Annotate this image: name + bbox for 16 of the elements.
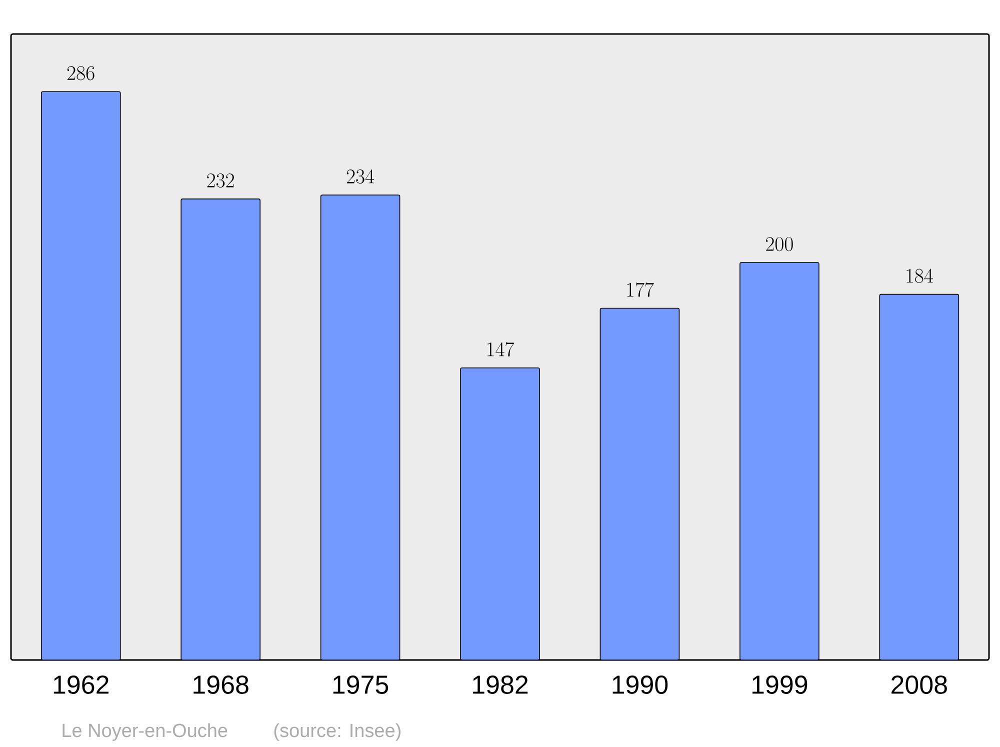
x-tick-label: 1999 (752, 676, 808, 694)
x-tick-label: 1962 (54, 676, 108, 694)
data-label: 184 (906, 268, 933, 283)
data-label: 200 (766, 237, 793, 252)
data-label: 286 (67, 66, 94, 80)
text: Le Noyer-en-Ouche (62, 723, 228, 741)
x-tick-label: 2008 (892, 676, 947, 694)
data-label: 234 (346, 169, 374, 184)
x-tick-label: 1990 (612, 676, 668, 694)
x-tick-label: 1968 (194, 676, 248, 694)
x-tick-label: 1982 (473, 676, 528, 694)
data-label: 177 (627, 282, 654, 297)
data-label: 232 (207, 174, 234, 188)
text: (source: Insee) (274, 723, 400, 741)
x-tick-label: 1975 (333, 676, 388, 694)
data-label: 147 (488, 342, 514, 356)
